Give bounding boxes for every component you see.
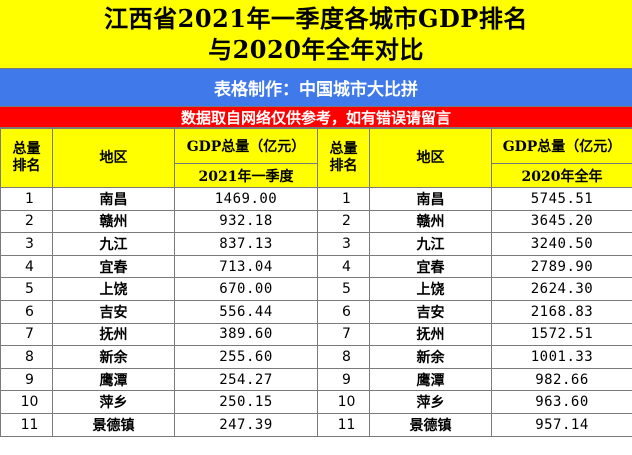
left-city-cell: 赣州	[52, 209, 175, 234]
table-row: 8 新余 255.60 8 新余 1001.33	[0, 345, 632, 369]
right-rank-cell: 8	[317, 345, 370, 369]
header-gdp-right: GDP总量（亿元）	[491, 128, 632, 164]
gdp-table: 总量 排名 地区 GDP总量（亿元） 总量 排名 地区 GDP总量（亿元） 20…	[0, 128, 632, 437]
credit-text: 表格制作：中国城市大比拼	[214, 80, 418, 100]
left-rank-cell: 5	[0, 277, 53, 301]
left-gdp-cell: 713.04	[174, 254, 318, 279]
header-rank-right-text: 总量 排名	[329, 141, 358, 174]
table-row: 11 景德镇 247.39 11 景德镇 957.14	[0, 412, 632, 437]
table-row: 3 九江 837.13 3 九江 3240.50	[0, 232, 632, 256]
left-gdp-cell: 837.13	[174, 232, 318, 256]
table-row: 9 鹰潭 254.27 9 鹰潭 982.66	[0, 367, 632, 392]
left-rank-cell: 11	[0, 412, 53, 437]
right-gdp-cell: 2624.30	[491, 277, 632, 301]
left-city-cell: 萍乡	[52, 390, 175, 414]
right-gdp-cell: 1572.51	[491, 322, 632, 347]
right-city-cell: 赣州	[369, 209, 492, 234]
table-row: 5 上饶 670.00 5 上饶 2624.30	[0, 277, 632, 301]
left-rank-cell: 6	[0, 299, 53, 324]
left-rank-cell: 8	[0, 345, 53, 369]
right-city-cell: 上饶	[369, 277, 492, 301]
header-row: 总量 排名 地区 GDP总量（亿元） 总量 排名 地区 GDP总量（亿元）	[0, 128, 632, 188]
right-rank-cell: 6	[317, 299, 370, 324]
right-rank-cell: 2	[317, 209, 370, 234]
right-gdp-cell: 982.66	[491, 367, 632, 392]
right-city-cell: 南昌	[369, 187, 492, 211]
left-gdp-cell: 254.27	[174, 367, 318, 392]
left-rank-cell: 7	[0, 322, 53, 347]
right-rank-cell: 3	[317, 232, 370, 256]
left-gdp-cell: 670.00	[174, 277, 318, 301]
right-gdp-cell: 3645.20	[491, 209, 632, 234]
right-rank-cell: 4	[317, 254, 370, 279]
header-rank-right: 总量 排名	[317, 128, 370, 188]
left-gdp-cell: 556.44	[174, 299, 318, 324]
title-band: 江西省2021年一季度各城市GDP排名 与2020年全年对比	[0, 0, 632, 69]
left-city-cell: 鹰潭	[52, 367, 175, 392]
right-city-cell: 新余	[369, 345, 492, 369]
table-row: 10 萍乡 250.15 10 萍乡 963.60	[0, 390, 632, 414]
header-region-left: 地区	[52, 128, 175, 188]
right-rank-cell: 10	[317, 390, 370, 414]
table-row: 4 宜春 713.04 4 宜春 2789.90	[0, 254, 632, 279]
left-city-cell: 抚州	[52, 322, 175, 347]
right-city-cell: 宜春	[369, 254, 492, 279]
table-row: 6 吉安 556.44 6 吉安 2168.83	[0, 299, 632, 324]
notice-band: 数据取自网络仅供参考，如有错误请留言	[0, 107, 632, 128]
right-gdp-cell: 963.60	[491, 390, 632, 414]
right-gdp-cell: 1001.33	[491, 345, 632, 369]
title-line-2: 与2020年全年对比	[208, 35, 424, 64]
table-row: 1 南昌 1469.00 1 南昌 5745.51	[0, 187, 632, 211]
left-gdp-cell: 250.15	[174, 390, 318, 414]
header-rank-left: 总量 排名	[0, 128, 53, 188]
left-city-cell: 吉安	[52, 299, 175, 324]
left-rank-cell: 3	[0, 232, 53, 256]
right-city-cell: 九江	[369, 232, 492, 256]
left-gdp-cell: 255.60	[174, 345, 318, 369]
header-period-left: 2021年一季度	[174, 163, 318, 188]
left-rank-cell: 10	[0, 390, 53, 414]
right-rank-cell: 1	[317, 187, 370, 211]
left-city-cell: 景德镇	[52, 412, 175, 437]
left-gdp-cell: 932.18	[174, 209, 318, 234]
table-row: 2 赣州 932.18 2 赣州 3645.20	[0, 209, 632, 234]
right-rank-cell: 5	[317, 277, 370, 301]
right-city-cell: 抚州	[369, 322, 492, 347]
left-rank-cell: 9	[0, 367, 53, 392]
header-region-right: 地区	[369, 128, 492, 188]
left-city-cell: 新余	[52, 345, 175, 369]
left-city-cell: 南昌	[52, 187, 175, 211]
table-row: 7 抚州 389.60 7 抚州 1572.51	[0, 322, 632, 347]
header-period-right: 2020年全年	[491, 163, 632, 188]
right-gdp-cell: 957.14	[491, 412, 632, 437]
left-gdp-cell: 247.39	[174, 412, 318, 437]
left-city-cell: 上饶	[52, 277, 175, 301]
notice-text: 数据取自网络仅供参考，如有错误请留言	[180, 108, 451, 127]
left-gdp-cell: 1469.00	[174, 187, 318, 211]
left-rank-cell: 4	[0, 254, 53, 279]
left-rank-cell: 1	[0, 187, 53, 211]
right-gdp-cell: 3240.50	[491, 232, 632, 256]
left-rank-cell: 2	[0, 209, 53, 234]
right-gdp-cell: 2789.90	[491, 254, 632, 279]
right-city-cell: 鹰潭	[369, 367, 492, 392]
right-rank-cell: 7	[317, 322, 370, 347]
header-rank-left-text: 总量 排名	[12, 141, 41, 174]
right-city-cell: 萍乡	[369, 390, 492, 414]
right-city-cell: 景德镇	[369, 412, 492, 437]
header-gdp-left: GDP总量（亿元）	[174, 128, 318, 164]
credit-band: 表格制作：中国城市大比拼	[0, 69, 632, 107]
right-rank-cell: 11	[317, 412, 370, 437]
right-rank-cell: 9	[317, 367, 370, 392]
title-line-1: 江西省2021年一季度各城市GDP排名	[104, 4, 528, 33]
right-city-cell: 吉安	[369, 299, 492, 324]
left-city-cell: 九江	[52, 232, 175, 256]
right-gdp-cell: 2168.83	[491, 299, 632, 324]
left-city-cell: 宜春	[52, 254, 175, 279]
right-gdp-cell: 5745.51	[491, 187, 632, 211]
left-gdp-cell: 389.60	[174, 322, 318, 347]
